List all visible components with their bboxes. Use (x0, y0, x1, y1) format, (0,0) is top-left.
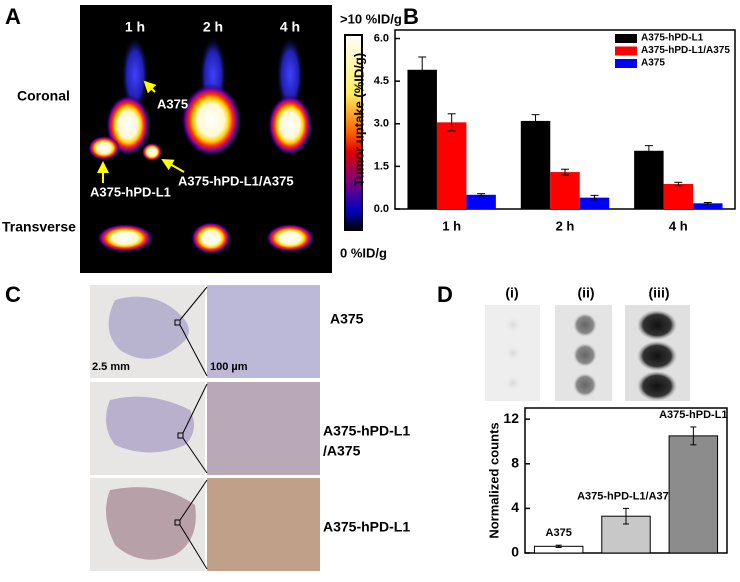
colorbar-max: >10 %ID/g (340, 11, 402, 26)
histology-zoom (207, 285, 320, 378)
x-tick-label: 4 h (669, 218, 688, 233)
bar (407, 69, 437, 210)
pet-blobs (88, 35, 314, 254)
panel-d: D (i) (ii) (iii) (437, 282, 690, 401)
scale-bar: 100 µm (210, 361, 248, 373)
y-tick-label: 8 (511, 454, 519, 470)
bar-label: A375-hPD-L1 (659, 409, 727, 421)
bar (668, 435, 719, 554)
lane-label: (ii) (577, 285, 594, 301)
y-tick-label: 4 (511, 499, 519, 515)
legend-swatch (615, 34, 637, 43)
bar-label: A375 (546, 527, 572, 539)
row-label: /A375 (323, 443, 361, 459)
tissue (108, 296, 189, 359)
bar (634, 150, 664, 209)
legend-swatch (615, 46, 637, 56)
bar (520, 120, 551, 209)
y-axis-label: Normalized counts (486, 422, 501, 538)
colorbar-min: 0 %ID/g (340, 245, 387, 260)
y-tick-label: 4.5 (374, 75, 389, 87)
histology-zoom (207, 478, 320, 571)
y-tick-label: 6.0 (374, 32, 389, 44)
annotation: A375 (157, 96, 188, 111)
row-label: Transverse (2, 219, 76, 235)
bar (579, 197, 610, 209)
colorbar (344, 34, 363, 231)
y-tick-label: 1.5 (374, 160, 389, 172)
row-label: A375-hPD-L1 (323, 423, 410, 439)
y-tick-label: 12 (503, 410, 519, 426)
row-label: A375 (330, 311, 364, 327)
row-label: A375-hPD-L1 (323, 519, 410, 535)
bar (436, 122, 467, 209)
legend-swatch (615, 59, 637, 68)
y-tick-label: 0.0 (374, 203, 389, 215)
tissue (106, 487, 196, 560)
panel-a: A 1 h 2 h 4 h Coronal Transverse A375 A3… (2, 4, 402, 273)
row-label: Coronal (17, 88, 70, 104)
y-axis-label: Tumor uptake (%ID/g) (351, 53, 366, 186)
lane-label: (i) (505, 285, 518, 301)
y-tick-label: 3.0 (374, 118, 389, 130)
legend-label: A375-hPD-L1/A375 (641, 45, 730, 56)
x-tick-label: 2 h (556, 218, 575, 233)
legend-label: A375 (641, 58, 665, 69)
x-tick-label: 1 h (442, 218, 461, 233)
panel-c: C 2.5 mm 100 µm A375 A375-hPD-L1 /A375 A… (5, 282, 410, 571)
lane-label: (iii) (649, 285, 670, 301)
bar-label: A375-hPD-L1/A375 (577, 490, 675, 502)
bar (693, 203, 723, 209)
bar (550, 172, 580, 209)
bar (663, 183, 694, 209)
time-label: 1 h (125, 19, 145, 35)
annotation: A375-hPD-L1 (90, 184, 171, 199)
panel-label: D (437, 282, 453, 307)
histology-zoom (207, 382, 320, 475)
panel-label: C (5, 282, 21, 307)
annotation: A375-hPD-L1/A375 (178, 173, 294, 188)
panel-label: A (5, 4, 21, 29)
legend-label: A375-hPD-L1 (641, 33, 704, 44)
time-label: 4 h (280, 19, 300, 35)
scale-bar: 2.5 mm (92, 361, 130, 373)
bar (466, 194, 496, 209)
panel-label: B (403, 4, 419, 29)
y-tick-label: 0 (511, 544, 519, 560)
time-label: 2 h (203, 19, 223, 35)
tissue (106, 396, 194, 453)
